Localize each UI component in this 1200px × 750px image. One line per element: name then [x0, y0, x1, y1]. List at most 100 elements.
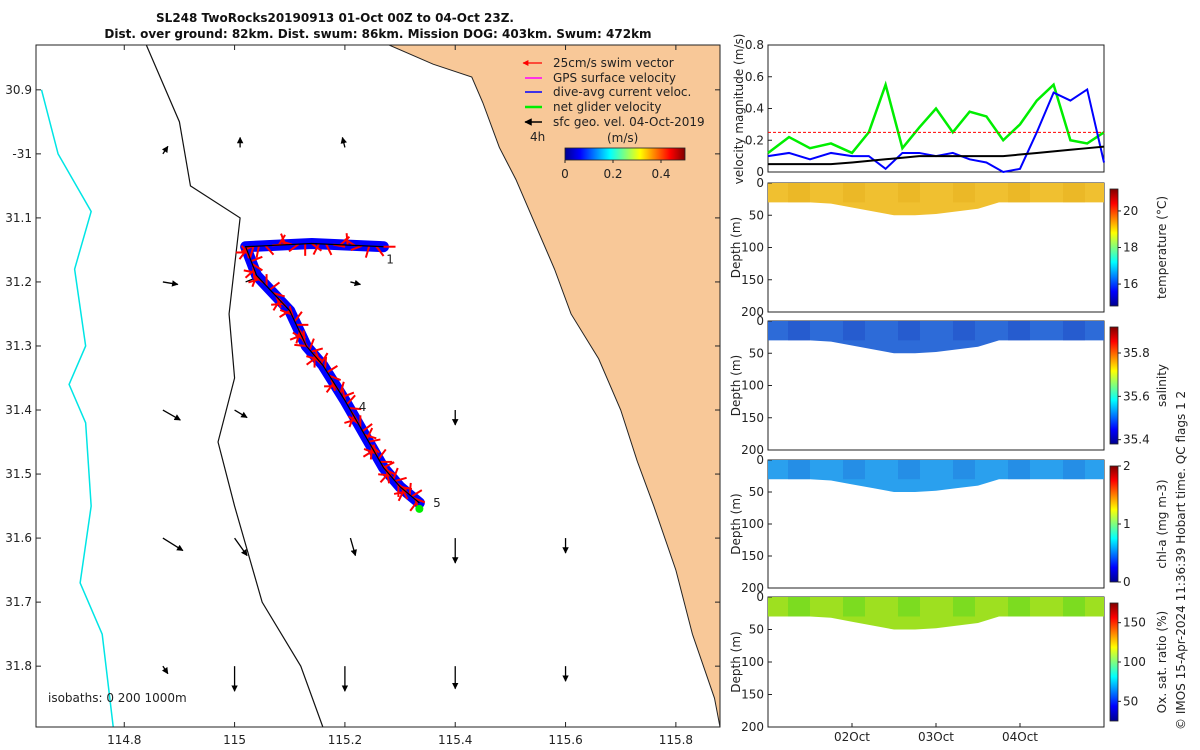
temperature-section-cb-tick-label: 16: [1123, 277, 1138, 291]
oxygen-section-colorbar: [1109, 602, 1119, 722]
salinity-section-patch: [1008, 321, 1030, 341]
chlorophyll-section-y-tick-label: 0: [756, 453, 764, 467]
map-y-tick-label: 31.5: [5, 467, 32, 481]
swim-vector: [255, 245, 260, 259]
temperature-section-cb-tick-label: 18: [1123, 241, 1138, 255]
swim-vector: [251, 263, 263, 272]
land-area: [389, 45, 720, 727]
temperature-section-y-tick-label: 50: [749, 208, 764, 222]
oxygen-section-ylabel: Depth (m): [729, 631, 743, 692]
salinity-section-ylabel: Depth (m): [729, 355, 743, 416]
swim-vector: [339, 236, 351, 246]
speed-colorbar-label: (m/s): [607, 131, 638, 145]
title-line-1: SL248 TwoRocks20190913 01-Oct 00Z to 04-…: [156, 11, 514, 25]
swim-vector: [272, 292, 286, 298]
speed-cb-tick-label: 0.4: [651, 167, 670, 181]
temperature-section-y-tick-label: 150: [741, 273, 764, 287]
speed-colorbar: [564, 147, 686, 161]
chlorophyll-section-y-tick-label: 100: [741, 517, 764, 531]
net-glider-end: [415, 504, 424, 513]
salinity-section-colorbar: [1109, 326, 1119, 445]
temperature-section-patch: [1008, 183, 1030, 203]
swim-vector: [368, 438, 381, 443]
title-line-2: Dist. over ground: 82km. Dist. swum: 86k…: [104, 27, 651, 41]
glider-path: [244, 242, 420, 504]
geo-vector-11: [349, 537, 357, 557]
oxygen-section-patch: [1008, 597, 1030, 617]
time-x-tick-label: 04Oct: [1002, 730, 1038, 744]
temperature-section: 0 50 100 150 200 Depth (m) 16 18 20 temperature (…: [729, 176, 1169, 319]
velocity-panel: 0 0.2 0.4 0.6 0.8 velocity magnitude (m/s): [732, 34, 1105, 184]
oxygen-section-patch: [1063, 597, 1085, 617]
day-marker-5: 5: [433, 496, 441, 510]
map-frame: [35, 44, 721, 728]
salinity-section-patch: [843, 321, 865, 341]
oxygen-section-patch: [898, 597, 920, 617]
temperature-section-patch: [1063, 183, 1085, 203]
map-y-tick-label: -31: [12, 147, 32, 161]
salinity-section-patch: [953, 321, 975, 341]
legend-dive-label: dive-avg current veloc.: [553, 85, 691, 99]
temperature-section-patch: [788, 183, 810, 203]
coastline: [388, 45, 720, 727]
salinity-section-cb-tick-label: 35.6: [1123, 389, 1150, 403]
swim-vector: [293, 311, 303, 322]
chlorophyll-section-y-tick-label: 50: [749, 485, 764, 499]
map-y-ticks: 30.9 -31 31.1 31.2 31.3 31.4 31.5 31.6 31.7 31.8: [5, 83, 720, 673]
map-x-tick-label: 114.8: [107, 733, 141, 747]
swim-vector: [325, 243, 333, 256]
time-x-tick-label: 02Oct: [834, 730, 870, 744]
geo-vector-14: [161, 665, 169, 675]
swim-vector: [314, 349, 321, 362]
swim-vector: [409, 500, 419, 512]
legend-gps-label: GPS surface velocity: [553, 71, 676, 85]
isobath-1000m: [40, 89, 114, 727]
swim-vector: [292, 331, 304, 340]
swim-vector: [375, 245, 385, 257]
temperature-section-patch: [898, 183, 920, 203]
chlorophyll-section-cb-tick-label: 2: [1123, 459, 1131, 473]
speed-cb-tick-label: 0: [561, 167, 569, 181]
swim-vector: [364, 434, 377, 440]
oxygen-section-data: [768, 597, 1104, 630]
swim-vector: [366, 427, 374, 440]
map-y-tick-label: 31.4: [5, 403, 32, 417]
swim-vector: [312, 243, 320, 255]
velocity-y-tick-label: 0.4: [745, 102, 764, 116]
oxygen-section-y-tick-label: 0: [756, 590, 764, 604]
temperature-section-cb-label: temperature (°C): [1155, 196, 1169, 299]
speed-colorbar-ticks: 0 0.2 0.4: [561, 160, 671, 181]
salinity-section-y-tick-label: 200: [741, 443, 764, 457]
geo-vector-7: [234, 409, 248, 419]
chlorophyll-section-y-tick-label: 200: [741, 581, 764, 595]
swim-vector: [377, 448, 387, 460]
swim-vector: [249, 246, 255, 259]
scale-tag: 4h: [530, 130, 545, 144]
temperature-section-y-tick-label: 200: [741, 305, 764, 319]
swim-vector: [320, 352, 329, 364]
isobath-label: isobaths: 0 200 1000m: [48, 691, 187, 705]
geo-vector-0: [161, 145, 169, 155]
swim-vector: [280, 240, 293, 246]
oxygen-section-y-tick-label: 50: [749, 623, 764, 637]
temperature-section-patch: [953, 183, 975, 203]
isobaths: [40, 45, 324, 727]
oxygen-section-patch: [843, 597, 865, 617]
chlorophyll-section-patch: [1008, 460, 1030, 480]
speed-cb-tick-label: 0.2: [603, 167, 622, 181]
legend-geo-label: sfc geo. vel. 04-Oct-2019: [553, 115, 705, 129]
swim-vector: [361, 423, 373, 432]
swim-vector: [350, 244, 363, 251]
legend: 25cm/s swim vector GPS surface velocity …: [522, 56, 705, 181]
chlorophyll-section: 0 50 100 150 200 Depth (m) 0 1 2 chl-a (mg m-3): [729, 453, 1169, 595]
swim-vector: [310, 347, 324, 353]
swim-vector: [408, 482, 412, 495]
temperature-section-cb-tick-label: 20: [1123, 204, 1138, 218]
swim-vector: [369, 447, 373, 460]
temperature-section-colorbar: [1109, 188, 1119, 307]
map-x-tick-label: 115: [223, 733, 246, 747]
salinity-section-patch: [1063, 321, 1085, 341]
swim-vector: [346, 394, 356, 405]
